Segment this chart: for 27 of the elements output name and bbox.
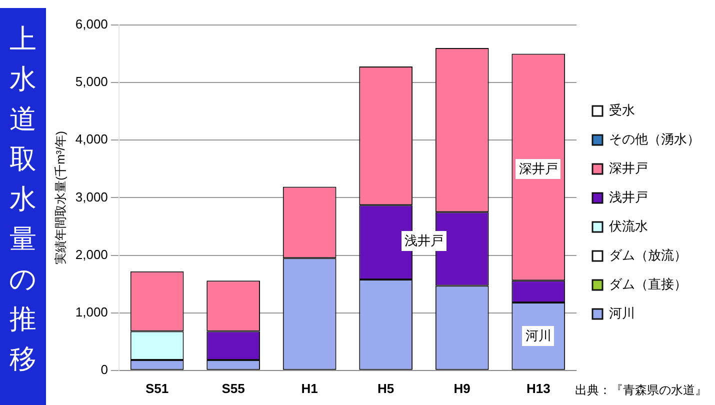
- legend-label: 浅井戸: [609, 190, 648, 205]
- legend-label: 受水: [609, 102, 635, 118]
- annotation: 河川: [522, 326, 554, 346]
- legend-label: ダム（放流）: [609, 248, 687, 263]
- y-axis-title: 実績年間取水量(千m³/年): [54, 131, 68, 264]
- y-tick-label: 1,000: [75, 304, 108, 320]
- y-tick-label: 5,000: [75, 74, 108, 90]
- legend-label: ダム（直接）: [609, 276, 687, 292]
- y-tick-label: 4,000: [75, 132, 108, 147]
- annotation: 浅井戸: [401, 230, 446, 251]
- chart-title: 上水道取水量の推移: [9, 24, 37, 375]
- y-tick-label: 0: [100, 362, 108, 377]
- x-tick-label: S51: [145, 380, 169, 396]
- annotation: 深井戸: [516, 158, 561, 179]
- legend-label: 河川: [609, 306, 635, 321]
- legend-label: 深井戸: [609, 160, 648, 176]
- x-tick-label: H9: [454, 380, 470, 396]
- y-tick-label: 3,000: [75, 189, 108, 204]
- x-tick-label: H5: [378, 380, 394, 396]
- source-note: 出典：『青森県の水道』: [575, 382, 707, 399]
- x-tick-label: H13: [526, 380, 550, 396]
- x-tick-label: H1: [301, 380, 318, 396]
- y-tick-label: 2,000: [75, 246, 108, 262]
- legend-label: 伏流水: [609, 218, 648, 234]
- x-tick-label: S55: [222, 380, 245, 396]
- legend-label: その他（湧水）: [609, 132, 700, 147]
- y-tick-label: 6,000: [75, 16, 108, 32]
